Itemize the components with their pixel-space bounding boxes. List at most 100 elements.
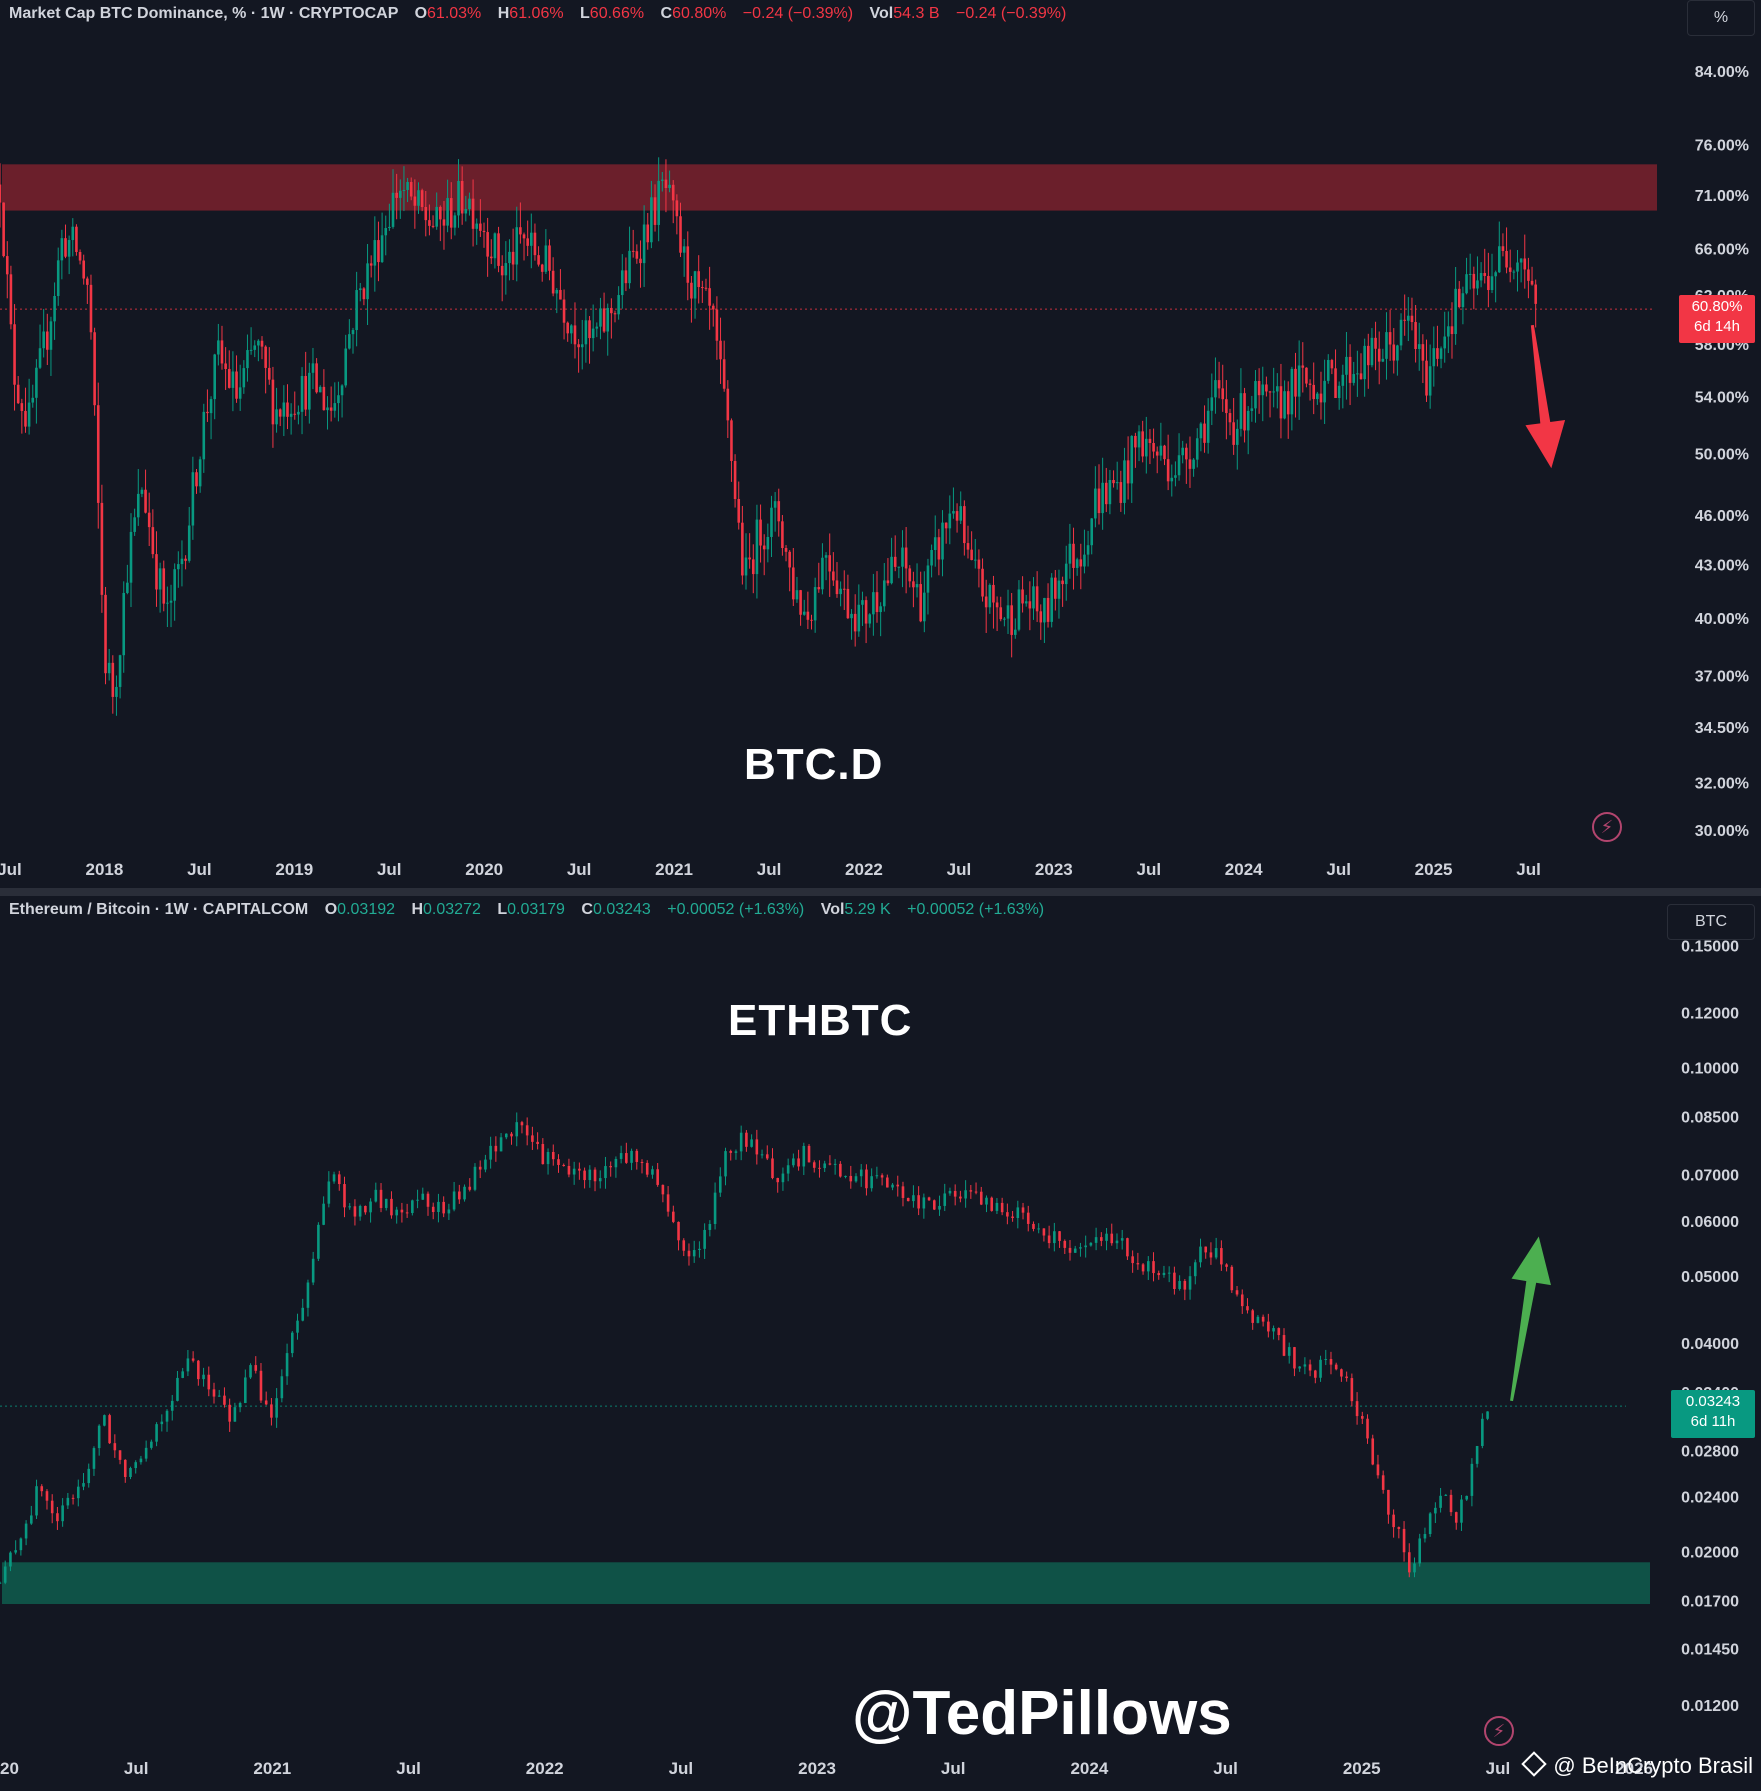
candle-body (657, 180, 660, 225)
candle-body (588, 1169, 592, 1181)
candle-body (468, 1186, 472, 1190)
change-value: −0.24 (−0.39%) (742, 5, 854, 22)
candle-body (697, 271, 700, 288)
close-value: 0.03243 (592, 901, 651, 918)
candle-body (1028, 601, 1032, 609)
low-key: L (580, 5, 590, 22)
panel-divider[interactable] (0, 888, 1761, 896)
unit-button-percent[interactable]: % (1687, 0, 1755, 36)
candles (0, 1112, 1489, 1585)
candle-body (1141, 431, 1144, 457)
candle-body (1414, 322, 1417, 349)
candle-body (420, 190, 424, 208)
candle-body (741, 522, 744, 576)
candle-body (864, 600, 868, 624)
symbol-line[interactable]: Ethereum / Bitcoin · 1W · CAPITALCOM (9, 901, 309, 918)
y-tick-label: 43.00% (1695, 558, 1749, 575)
candle-body (1421, 344, 1425, 361)
candle-body (821, 557, 824, 590)
high-key: H (497, 5, 510, 22)
candle-body (35, 367, 38, 398)
candle-body (1439, 348, 1443, 359)
candle-body (906, 1197, 910, 1202)
candle-body (1423, 1534, 1427, 1539)
candle-body (879, 606, 882, 613)
symbol-line[interactable]: Market Cap BTC Dominance, % · 1W · CRYPT… (9, 5, 399, 22)
candle-body (593, 1169, 597, 1182)
resistance-support-zone[interactable] (2, 1562, 1650, 1605)
candle-body (786, 1165, 790, 1174)
candle-body (238, 1403, 242, 1408)
x-tick-label: 2020 (465, 860, 503, 879)
x-tick-label: 2024 (1070, 1759, 1108, 1778)
candle-body (1193, 1262, 1197, 1277)
candle-body (280, 1376, 284, 1399)
candle-body (421, 1193, 425, 1200)
candle-body (844, 1175, 847, 1177)
candle-body (395, 192, 398, 198)
candle-body (1447, 326, 1450, 337)
candle-body (1079, 559, 1083, 567)
candle-body (1181, 447, 1184, 456)
candle-body (1314, 1370, 1317, 1378)
candle-body (278, 409, 282, 417)
candle-body (1363, 345, 1366, 380)
candle-body (13, 324, 16, 385)
candle-body (56, 260, 60, 297)
candle-body (1428, 366, 1432, 396)
resistance-support-zone[interactable] (2, 164, 1657, 211)
lightning-icon[interactable]: ⚡ (1484, 1716, 1514, 1746)
candle-body (1214, 1248, 1218, 1258)
last-price-label: 60.80% (1691, 298, 1743, 316)
candle-body (990, 1197, 994, 1211)
candle-body (635, 251, 639, 259)
candle-body (31, 397, 35, 403)
candle-body (1457, 288, 1461, 308)
candle-body (500, 265, 504, 276)
ethbtc-panel: 0.15000 0.12000 0.10000 0.08500 0.07000 0.060… (0, 896, 1761, 1791)
y-tick-label: 0.05000 (1681, 1269, 1739, 1286)
candle-body (1024, 601, 1028, 604)
arrow-down-annotation[interactable] (1525, 324, 1566, 469)
candle-body (1470, 1463, 1474, 1496)
candle-body (493, 233, 497, 259)
candle-body (511, 251, 515, 265)
arrow-up-annotation[interactable] (1510, 1236, 1551, 1402)
candle-body (1392, 1514, 1395, 1528)
open-value: 61.03% (427, 5, 482, 22)
candle-body (1410, 315, 1414, 323)
candle-body (486, 232, 489, 257)
candle-body (832, 571, 835, 581)
candle-body (1417, 344, 1421, 349)
candle-body (704, 287, 708, 289)
lightning-icon[interactable]: ⚡ (1592, 812, 1622, 842)
candle-body (1214, 380, 1217, 398)
candle-body (56, 1513, 59, 1522)
high-value: 61.06% (509, 5, 564, 22)
candle-body (1199, 1246, 1202, 1263)
candle-body (337, 395, 340, 404)
candle-body (1443, 336, 1447, 349)
candle-body (1016, 1207, 1020, 1219)
x-tick-label: 2021 (253, 1759, 291, 1778)
unit-button-btc[interactable]: BTC (1667, 904, 1755, 940)
candle-body (1119, 482, 1123, 503)
candle-body (260, 340, 264, 347)
candle-body (369, 1201, 372, 1213)
btc-dominance-chart[interactable]: 84.00%76.00%71.00%66.00%62.00%58.00%54.0… (0, 0, 1761, 888)
candle-body (955, 511, 959, 521)
candle-body (908, 568, 912, 582)
candle-body (169, 600, 173, 603)
candle-body (640, 1161, 644, 1163)
last-price-tag-ethbtc: 0.03243 6d 11h (1671, 1390, 1755, 1439)
candle-body (1235, 428, 1239, 445)
candle-body (249, 349, 253, 351)
candle-body (653, 197, 657, 225)
candle-body (854, 1176, 858, 1182)
candle-body (1265, 384, 1268, 392)
candle-body (970, 549, 973, 561)
candle-body (50, 1500, 54, 1514)
ethbtc-chart[interactable]: 0.15000 0.12000 0.10000 0.08500 0.07000 0.060… (0, 896, 1761, 1791)
candle-body (551, 270, 555, 294)
candle-body (351, 330, 355, 335)
